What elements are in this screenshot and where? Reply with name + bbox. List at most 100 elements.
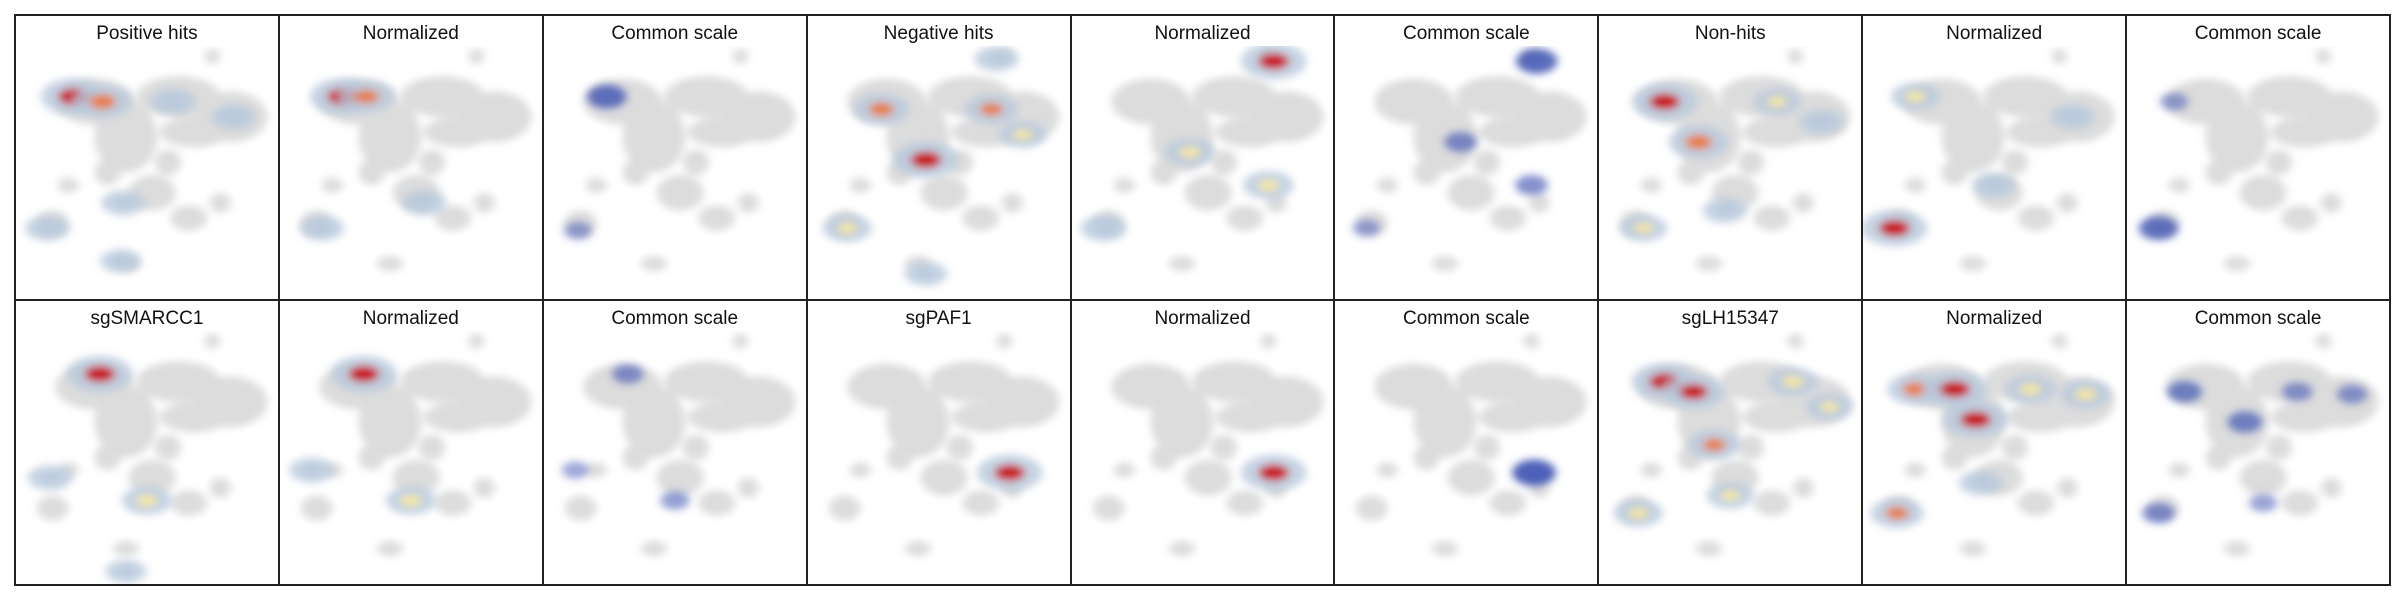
cell-cluster-shape [1448,175,1496,211]
cell-cluster-shape [392,460,440,496]
cell-cluster-shape [1432,255,1459,272]
cell-cluster-shape [2315,48,2332,64]
cell-cluster-shape [1113,177,1135,193]
cell-cluster-shape [1738,434,1765,461]
panel: Positive hits [16,16,280,301]
density-hotspot [1768,96,1787,107]
density-hotspot [910,151,941,168]
density-hotspot [563,221,592,240]
density-hotspot [400,494,422,507]
cell-cluster-shape [170,205,208,231]
panel: Common scale [1335,301,1600,586]
umap-density-plot [1356,333,1587,557]
cell-cluster-shape [2205,159,2232,186]
density-hotspot [1813,117,1831,127]
cell-cluster-shape [1215,116,1284,148]
cell-cluster-shape [1738,149,1765,176]
density-hotspot [164,96,183,107]
panel: Common scale [1335,16,1600,301]
cell-cluster-shape [2320,192,2342,213]
cell-cluster-shape [1113,462,1135,478]
density-hotspot [659,491,690,510]
cell-cluster-shape [358,386,422,458]
cell-cluster-shape [2205,444,2232,471]
panel: sgPAF1 [807,301,1072,586]
cell-cluster-shape [1377,177,1399,193]
panel-title: Common scale [1403,23,1530,44]
panel-title: Normalized [1154,23,1251,44]
cell-cluster-shape [2315,333,2332,349]
density-hotspot [1257,179,1279,191]
cell-cluster-shape [1260,333,1276,349]
panel-title: sgLH15347 [1681,308,1779,329]
panel-title: sgSMARCC1 [90,308,204,329]
cell-cluster-shape [682,434,709,461]
panel: sgLH15347 [1599,301,1864,586]
density-hotspot [113,257,129,266]
cell-cluster-shape [2002,434,2029,461]
umap-density-plot [822,46,1060,286]
cell-cluster-shape [94,101,158,173]
cell-cluster-shape [2051,48,2068,64]
umap-density-plot [1080,46,1323,272]
cell-cluster-shape [94,159,121,186]
density-hotspot [2227,411,2263,433]
cell-cluster-shape [1905,462,1927,478]
density-hotspot [348,365,379,383]
cell-cluster-shape [57,177,79,193]
panel: Common scale [543,301,808,586]
density-hotspot [611,364,644,384]
cell-cluster-shape [622,444,649,471]
density-hotspot [1444,132,1478,153]
density-hotspot [84,365,116,383]
cell-cluster-shape [1210,434,1237,461]
cell-cluster-shape [2051,333,2068,349]
cell-cluster-shape [1753,205,1791,231]
density-hotspot [837,222,857,234]
cell-cluster-shape [1743,116,1812,148]
density-hotspot [987,54,1005,64]
cell-cluster-shape [2224,255,2251,272]
cell-cluster-shape [321,177,343,193]
cell-cluster-shape [154,149,181,176]
cell-cluster-shape [2320,477,2342,498]
cell-cluster-shape [468,48,485,64]
cell-cluster-shape [737,477,759,498]
cell-cluster-shape [1414,159,1441,186]
cell-cluster-shape [2224,540,2251,557]
cell-cluster-shape [2281,490,2319,516]
panel: Normalized [1863,16,2128,301]
cell-cluster-shape [160,401,229,433]
cell-cluster-shape [2057,192,2078,213]
cell-cluster-shape [358,101,422,173]
density-hotspot [561,461,589,479]
density-hotspot [1679,384,1708,400]
panel: Common scale [2127,301,2391,586]
density-hotspot [1720,490,1740,501]
density-hotspot [1939,381,1971,398]
density-hotspot [2142,503,2175,524]
panel-title: Negative hits [883,23,994,44]
cell-cluster-shape [904,540,931,557]
cell-cluster-shape [2239,460,2287,496]
panel-title: sgPAF1 [905,308,972,329]
cell-cluster-shape [2265,149,2293,176]
cell-cluster-shape [1150,386,1213,458]
cell-cluster-shape [1941,444,1968,471]
cell-cluster-shape [36,495,69,521]
density-hotspot [1013,129,1032,140]
cell-cluster-shape [2239,175,2287,211]
density-hotspot [1094,223,1112,233]
cell-cluster-shape [1356,495,1388,521]
panel-grid: Positive hits Normalized Common scale Negat… [14,14,2391,586]
cell-cluster-shape [204,333,221,349]
cell-cluster-shape [622,101,686,173]
cell-cluster-shape [2169,462,2190,478]
cell-cluster-shape [112,540,140,557]
panel-title: Normalized [362,23,459,44]
panel-title: Normalized [1946,23,2043,44]
cell-cluster-shape [1414,101,1477,173]
density-hotspot [2167,380,2203,403]
cell-cluster-shape [1414,386,1477,458]
cell-cluster-shape [2271,116,2340,148]
